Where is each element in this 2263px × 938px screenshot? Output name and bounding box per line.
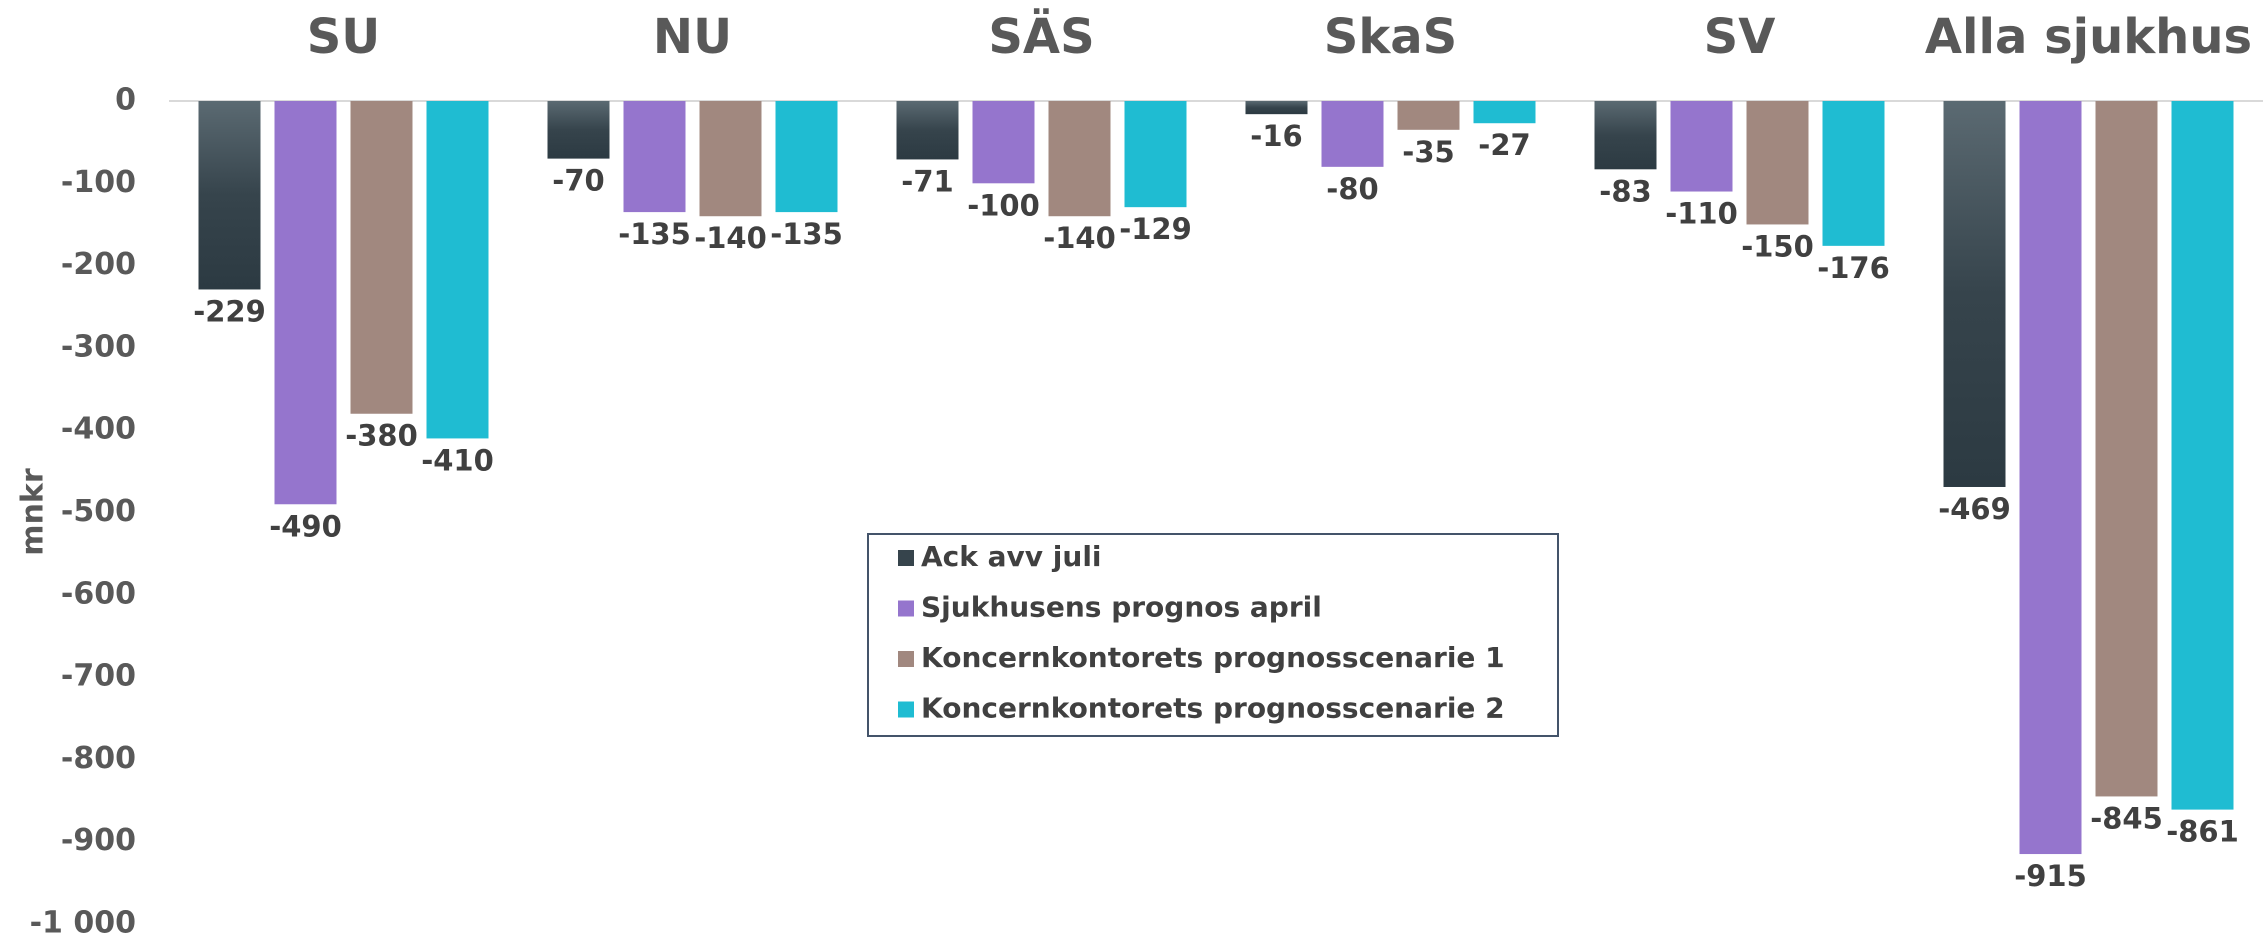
bar <box>2171 101 2234 810</box>
bar <box>1124 101 1187 208</box>
data-label: -129 <box>1119 212 1192 246</box>
category-label: SU <box>307 9 381 65</box>
data-label: -135 <box>770 217 843 251</box>
bar <box>1943 101 2006 487</box>
data-label: -229 <box>193 294 266 328</box>
category-label: SÄS <box>988 8 1094 65</box>
bar <box>699 101 762 217</box>
legend-box <box>867 533 1559 737</box>
data-label: -176 <box>1817 251 1890 285</box>
y-tick-label: -200 <box>61 247 136 282</box>
bar <box>1473 101 1536 124</box>
bar <box>972 101 1035 184</box>
bar <box>1321 101 1384 167</box>
bar <box>350 101 413 414</box>
legend-swatch <box>898 600 914 617</box>
data-label: -915 <box>2014 859 2087 893</box>
bar <box>896 101 959 160</box>
data-label: -140 <box>694 221 767 255</box>
y-tick-label: -900 <box>61 823 136 858</box>
data-label: -140 <box>1043 221 1116 255</box>
data-label: -83 <box>1599 174 1651 208</box>
data-label: -861 <box>2166 815 2239 849</box>
legend-swatch <box>898 651 914 667</box>
bar <box>1245 101 1308 115</box>
y-tick-label: -100 <box>61 165 136 200</box>
category-label: SkaS <box>1324 9 1457 65</box>
bar <box>2095 101 2158 797</box>
data-label: -150 <box>1741 229 1814 263</box>
data-label: -410 <box>421 443 494 477</box>
data-label: -70 <box>552 164 604 198</box>
bar <box>1594 101 1657 170</box>
legend-swatch <box>898 550 914 566</box>
data-label: -100 <box>967 188 1040 222</box>
bar <box>623 101 686 213</box>
bar <box>2019 101 2082 855</box>
y-tick-label: -700 <box>61 659 136 694</box>
bar <box>547 101 610 159</box>
bar <box>1822 101 1885 246</box>
y-tick-label: -800 <box>61 741 136 776</box>
bar <box>426 101 489 439</box>
data-label: -71 <box>901 164 953 198</box>
category-label: Alla sjukhus <box>1925 9 2252 65</box>
data-label: -469 <box>1938 492 2011 526</box>
y-axis-label: mnkr <box>16 468 51 556</box>
y-tick-label: -1 000 <box>30 906 136 938</box>
data-label: -845 <box>2090 801 2163 835</box>
data-label: -490 <box>269 509 342 543</box>
data-label: -80 <box>1326 172 1378 206</box>
y-tick-label: 0 <box>115 83 136 118</box>
legend-label: Koncernkontorets prognosscenarie 2 <box>921 692 1505 725</box>
legend-label: Ack avv juli <box>921 540 1102 573</box>
data-label: -110 <box>1665 197 1738 231</box>
data-label: -35 <box>1402 135 1454 169</box>
bar <box>1048 101 1111 217</box>
bar <box>775 101 838 213</box>
data-label: -27 <box>1478 128 1530 162</box>
data-label: -16 <box>1250 119 1302 153</box>
y-tick-label: -300 <box>61 329 136 364</box>
legend-label: Sjukhusens prognos april <box>921 591 1322 624</box>
bar <box>1746 101 1809 225</box>
data-label: -135 <box>618 217 691 251</box>
data-label: -380 <box>345 419 418 453</box>
bar <box>198 101 261 290</box>
legend-label: Koncernkontorets prognosscenarie 1 <box>921 641 1505 674</box>
y-tick-label: -400 <box>61 412 136 447</box>
y-tick-label: -600 <box>61 576 136 611</box>
bar <box>1397 101 1460 130</box>
category-label: SV <box>1704 9 1776 65</box>
bar <box>274 101 337 505</box>
y-tick-label: -500 <box>61 494 136 529</box>
category-label: NU <box>653 9 732 65</box>
bar <box>1670 101 1733 192</box>
legend-swatch <box>898 701 914 718</box>
